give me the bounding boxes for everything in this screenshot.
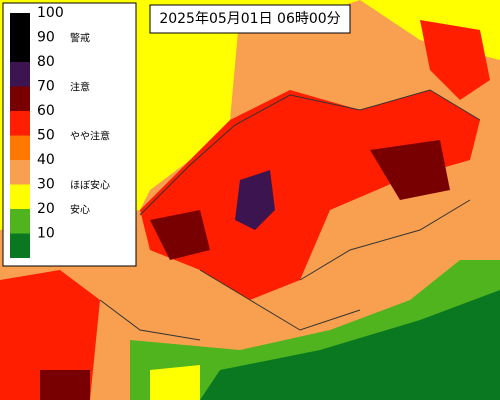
timestamp: 2025年05月01日 06時00分	[159, 11, 340, 27]
legend-value: 80	[37, 54, 55, 70]
legend-swatch	[10, 86, 30, 111]
legend-swatch	[10, 111, 30, 136]
legend-label: 注意	[70, 81, 90, 94]
dark-zone-east	[370, 140, 450, 200]
legend-label: 警戒	[70, 32, 90, 45]
dark-zone-west	[40, 370, 90, 400]
legend-swatch	[10, 233, 30, 258]
legend-swatch	[10, 37, 30, 62]
legend-value: 100	[37, 5, 64, 21]
legend-swatch	[10, 184, 30, 209]
legend-swatch	[10, 62, 30, 87]
legend-swatch	[10, 135, 30, 160]
peak-zone	[235, 170, 275, 230]
legend-value: 40	[37, 152, 55, 168]
boundary	[99, 89, 481, 341]
coast-yellow	[150, 365, 200, 400]
dark-zone	[150, 210, 210, 260]
sea-south	[200, 290, 500, 400]
hot-zone-west	[0, 270, 100, 400]
legend-value: 50	[37, 128, 55, 144]
legend-value: 10	[37, 226, 55, 242]
legend-value: 70	[37, 79, 55, 95]
legend-value: 20	[37, 201, 55, 217]
timestamp-box	[149, 4, 351, 34]
legend-label: 安心	[70, 203, 90, 216]
legend-value: 90	[37, 30, 55, 46]
legend-swatch	[10, 13, 30, 38]
legend-label: やや注意	[70, 130, 110, 143]
legend-value: 30	[37, 177, 55, 193]
hot-zone-ne	[420, 20, 490, 100]
legend-value: 60	[37, 103, 55, 119]
legend: 100 90 警戒 80 70 注意 60 50 やや注意 40 30 ほぼ安心 20 安心 10	[10, 5, 110, 258]
legend-swatch	[10, 209, 30, 234]
legend-swatch	[10, 160, 30, 185]
hot-zone	[140, 90, 480, 300]
legend-label: ほぼ安心	[70, 179, 110, 192]
